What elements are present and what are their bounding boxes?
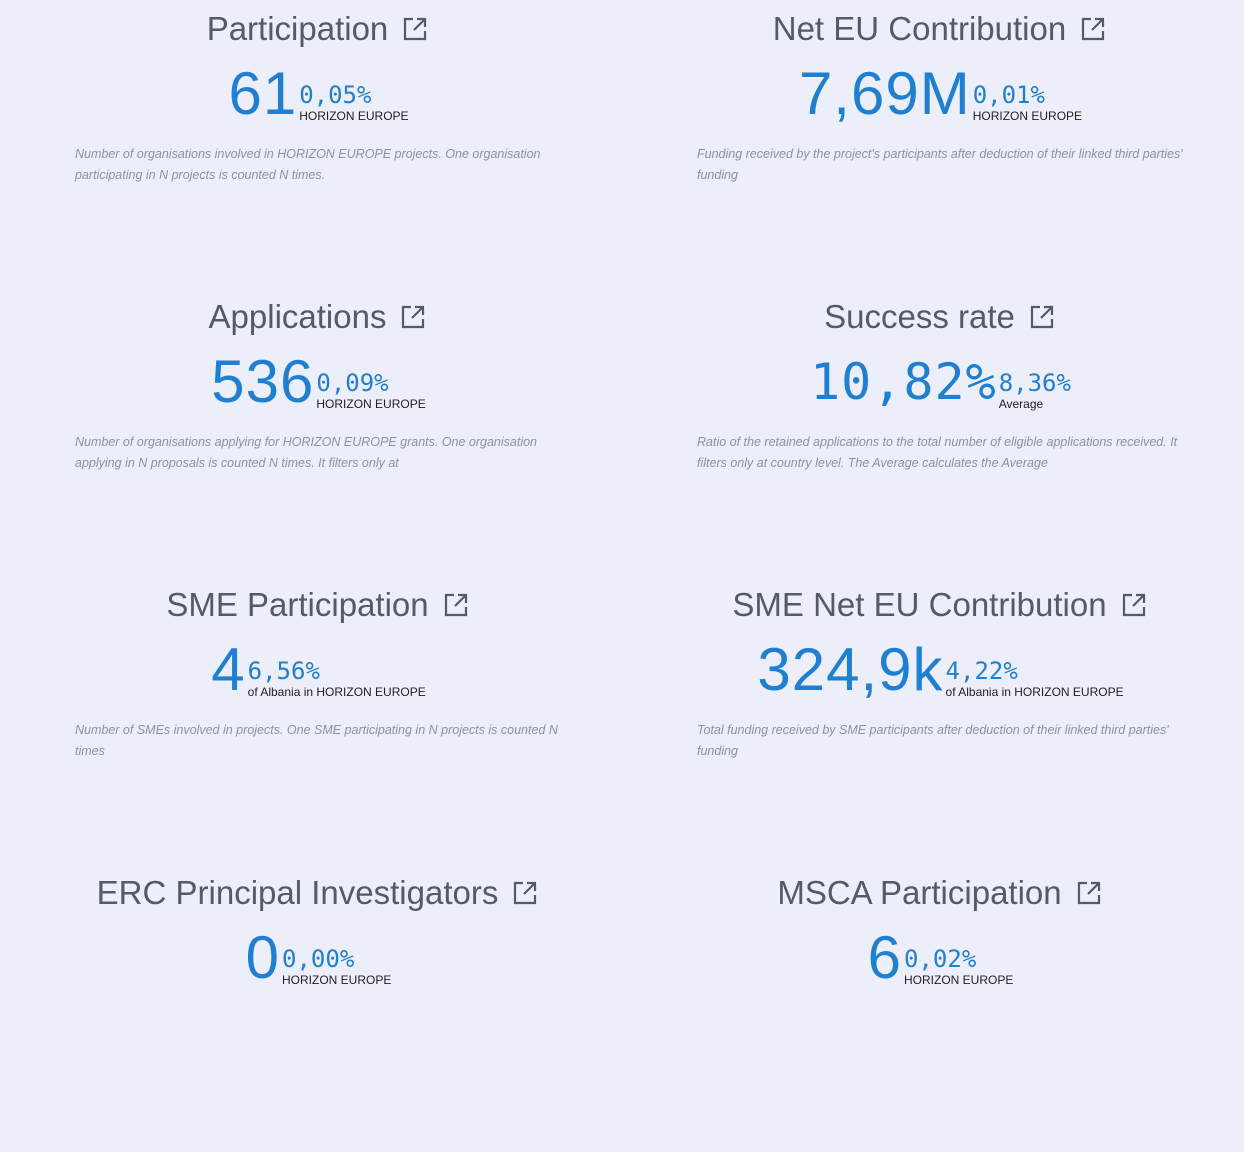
- card-description: Number of organisations applying for HOR…: [75, 432, 562, 474]
- card-scope: of Albania in HORIZON EUROPE: [248, 684, 426, 700]
- card-percent: 0,01%: [973, 82, 1082, 108]
- external-link-icon[interactable]: [1119, 590, 1149, 620]
- external-link-icon[interactable]: [1078, 14, 1108, 44]
- external-link-icon[interactable]: [398, 302, 428, 332]
- indicator-card: Success rate 10,82%8,36%Average Ratio of t…: [622, 288, 1244, 576]
- card-title[interactable]: ERC Principal Investigators: [97, 874, 499, 912]
- value-row: 10,82%8,36%Average: [697, 344, 1184, 412]
- card-title-row: Success rate: [697, 294, 1184, 340]
- card-title-row: Applications: [75, 294, 562, 340]
- card-value: 7,69M: [799, 64, 971, 124]
- card-title[interactable]: SME Net EU Contribution: [732, 586, 1106, 624]
- card-title-row: Net EU Contribution: [697, 6, 1184, 52]
- card-value: 61: [228, 64, 297, 124]
- card-description: Number of organisations involved in HORI…: [75, 144, 562, 186]
- external-link-icon[interactable]: [1074, 878, 1104, 908]
- card-percent: 0,02%: [904, 946, 1013, 972]
- card-value: 0: [246, 928, 280, 988]
- card-title-row: ERC Principal Investigators: [75, 870, 562, 916]
- external-link-icon[interactable]: [1027, 302, 1057, 332]
- value-details: 6,56%of Albania in HORIZON EUROPE: [248, 658, 426, 700]
- card-scope: HORIZON EUROPE: [316, 396, 425, 412]
- card-percent: 4,22%: [946, 658, 1124, 684]
- card-percent: 0,05%: [299, 82, 408, 108]
- card-title-row: MSCA Participation: [697, 870, 1184, 916]
- external-link-icon[interactable]: [400, 14, 430, 44]
- indicator-grid: Participation610,05%HORIZON EUROPENumber…: [0, 0, 1244, 1152]
- value-details: 0,00%HORIZON EUROPE: [282, 946, 391, 988]
- card-title[interactable]: Participation: [207, 10, 389, 48]
- card-percent: 8,36%: [999, 370, 1071, 396]
- card-percent: 6,56%: [248, 658, 426, 684]
- card-value: 324,9k: [757, 640, 943, 700]
- card-description: Ratio of the retained applications to th…: [697, 432, 1184, 474]
- card-value: 6: [868, 928, 902, 988]
- value-details: 8,36%Average: [999, 370, 1071, 412]
- external-link-icon[interactable]: [441, 590, 471, 620]
- card-title-row: Participation: [75, 6, 562, 52]
- card-title[interactable]: Applications: [209, 298, 387, 336]
- card-percent: 0,00%: [282, 946, 391, 972]
- value-details: 4,22%of Albania in HORIZON EUROPE: [946, 658, 1124, 700]
- card-value: 10,82%: [810, 352, 997, 412]
- card-title[interactable]: Success rate: [824, 298, 1015, 336]
- card-title-row: SME Net EU Contribution: [697, 582, 1184, 628]
- value-details: 0,09%HORIZON EUROPE: [316, 370, 425, 412]
- card-title[interactable]: MSCA Participation: [777, 874, 1061, 912]
- card-scope: of Albania in HORIZON EUROPE: [946, 684, 1124, 700]
- card-description: Number of SMEs involved in projects. One…: [75, 720, 562, 762]
- value-details: 0,01%HORIZON EUROPE: [973, 82, 1082, 124]
- card-percent: 0,09%: [316, 370, 425, 396]
- card-scope: HORIZON EUROPE: [282, 972, 391, 988]
- value-details: 0,05%HORIZON EUROPE: [299, 82, 408, 124]
- card-scope: HORIZON EUROPE: [299, 108, 408, 124]
- card-scope: Average: [999, 396, 1071, 412]
- card-scope: HORIZON EUROPE: [904, 972, 1013, 988]
- card-scope: HORIZON EUROPE: [973, 108, 1082, 124]
- card-description: Funding received by the project's partic…: [697, 144, 1184, 186]
- card-description: Total funding received by SME participan…: [697, 720, 1184, 762]
- value-details: 0,02%HORIZON EUROPE: [904, 946, 1013, 988]
- card-title[interactable]: Net EU Contribution: [773, 10, 1066, 48]
- card-title-row: SME Participation: [75, 582, 562, 628]
- external-link-icon[interactable]: [510, 878, 540, 908]
- card-value: 4: [211, 640, 245, 700]
- card-value: 536: [211, 352, 314, 412]
- card-title[interactable]: SME Participation: [166, 586, 428, 624]
